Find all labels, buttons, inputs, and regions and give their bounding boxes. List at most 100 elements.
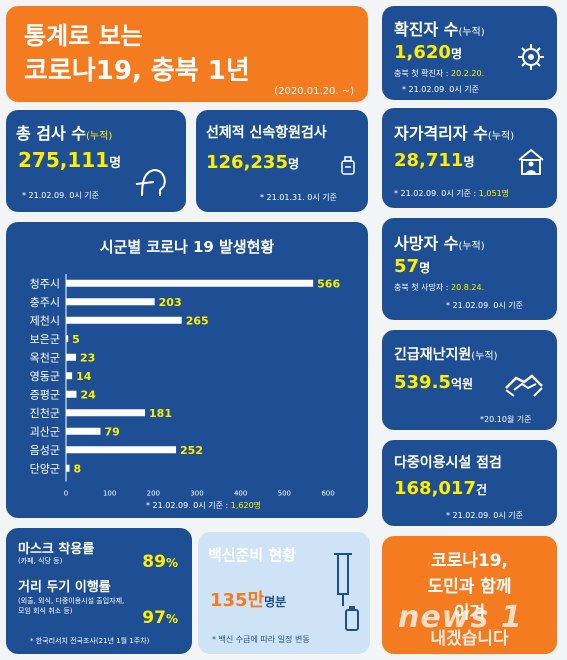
tests-unit: 명	[109, 156, 122, 171]
antibody-basis: * 21.01.31. 0시 기준	[260, 193, 337, 202]
vaccine-unit: 명분	[264, 595, 287, 609]
category-label: 괴산군	[30, 425, 60, 438]
confirmed-basis: * 21.02.09. 0시 기준	[402, 85, 479, 94]
facility-basis: * 21.02.09. 0시 기준	[446, 511, 523, 520]
distance-source: * 한국리서치 전국조사(21년 1월 1주차)	[30, 637, 150, 645]
tests-basis: * 21.02.09. 0시 기준	[22, 191, 99, 200]
slogan-line1: 코로나19,	[430, 551, 509, 571]
chart-card: 시군별 코로나 19 발생현황 청주시 566 충주시 203 제천시 265 보은군 5 옥천…	[6, 222, 368, 518]
x-tick-label: 300	[190, 490, 203, 498]
virus-icon	[516, 42, 546, 76]
header-period: (2020.01.20. ~)	[274, 86, 354, 97]
bar	[66, 427, 101, 435]
vaccine-value: 135만	[210, 590, 265, 611]
slogan-card: 코로나19, 도민과 함께 이겨 내겠습니다	[382, 536, 557, 654]
bar	[66, 335, 69, 343]
bar	[66, 372, 73, 380]
data-label: 23	[80, 351, 95, 364]
slogan-line2: 도민과 함께	[427, 577, 512, 597]
header-line1: 통계로 보는	[24, 22, 143, 50]
category-label: 단양군	[30, 462, 60, 475]
category-label: 영동군	[30, 370, 60, 383]
deaths-title: 사망자 수	[394, 234, 459, 253]
mask-title: 마스크 착용률	[18, 542, 95, 557]
bar	[66, 409, 146, 417]
antibody-title: 선제적 신속항원검사	[206, 125, 327, 141]
header-line2: 코로나19, 충북 1년	[24, 56, 250, 86]
category-label: 충주시	[30, 296, 60, 309]
data-label: 79	[104, 425, 119, 438]
confirmed-card: 확진자 수(누적) 1,620명 충북 첫 확진자 : 20.2.20. * 2…	[382, 6, 557, 100]
vaccine-card: 백신준비 현황 135만명분 * 백신 수급에 따라 일정 변동	[198, 532, 370, 654]
category-label: 진천군	[30, 406, 60, 420]
mask-card: 마스크 착용률 (카페, 식당 등) 89% 거리 두기 이행률 (외출, 외식…	[6, 528, 192, 654]
deaths-card: 사망자 수(누적) 57명 충북 첫 사망자 : 20.8.24. * 21.0…	[382, 218, 557, 320]
chart-total: 1,620명	[230, 501, 262, 510]
test-kit-icon	[340, 156, 356, 180]
relief-title: 긴급재난지원	[394, 347, 472, 363]
category-label: 제천시	[30, 313, 60, 327]
category-label: 음성군	[30, 444, 60, 457]
data-label: 5	[72, 333, 80, 346]
quarantine-unit: 명	[463, 155, 475, 169]
deaths-basis: * 21.02.09. 0시 기준	[446, 301, 523, 310]
bar-chart: 청주시 566 충주시 203 제천시 265 보은군 5 옥천군 23 영동군 14 증평군 24 진천군…	[30, 274, 340, 498]
category-label: 청주시	[30, 277, 60, 290]
confirmed-first-label: 충북 첫 확진자 :	[394, 69, 452, 78]
deaths-value: 57	[394, 256, 420, 277]
house-person-icon	[516, 146, 546, 180]
header-card: 통계로 보는 코로나19, 충북 1년 (2020.01.20. ~)	[6, 6, 368, 102]
vaccine-note: * 백신 수급에 따라 일정 변동	[212, 635, 310, 644]
swab-test-icon	[134, 162, 174, 202]
relief-card: 긴급재난지원(누적) 539.5억원 *20.10월 기준	[382, 330, 557, 430]
relief-basis: *20.10월 기준	[480, 415, 532, 424]
data-label: 8	[73, 462, 81, 475]
x-tick-label: 100	[103, 490, 116, 498]
data-label: 265	[186, 314, 209, 327]
bar	[66, 446, 177, 454]
quarantine-value: 28,711	[394, 150, 464, 171]
quarantine-card: 자가격리자 수(누적) 28,711명 * 21.02.09. 0시 기준 : …	[382, 108, 557, 208]
tests-title: 총 검사 수	[16, 124, 87, 143]
deaths-first-label: 충북 첫 사망자 :	[394, 283, 452, 292]
confirmed-title-suffix: (누적)	[458, 27, 485, 38]
chart-title: 시군별 코로나 19 발생현황	[99, 238, 275, 256]
chart-basis: * 21.02.09. 0시 기준 :	[146, 501, 231, 510]
data-label: 203	[159, 296, 182, 309]
confirmed-first-date: 20.2.20.	[451, 69, 485, 78]
slogan-line4: 내겠습니다	[430, 629, 509, 649]
relief-title-suffix: (누적)	[471, 351, 498, 362]
handshake-icon	[504, 366, 544, 402]
x-tick-label: 500	[278, 490, 291, 498]
bar	[66, 353, 77, 361]
bar	[66, 279, 314, 287]
tests-value: 275,111	[18, 148, 110, 172]
mask-value: 89	[142, 552, 166, 572]
distance-sub1: (외출, 외식, 다중이용시설 출입자제,	[18, 597, 125, 605]
facility-card: 다중이용시설 점검 168,017건 * 21.02.09. 0시 기준	[382, 440, 557, 526]
category-label: 보은군	[30, 333, 60, 346]
news1-watermark: news 1	[398, 600, 523, 635]
confirmed-title: 확진자 수	[394, 20, 459, 39]
x-tick-label: 400	[234, 490, 247, 498]
syringe-icon	[328, 550, 364, 638]
confirmed-unit: 명	[450, 47, 462, 61]
x-tick-label: 0	[64, 490, 68, 498]
category-label: 옥천군	[30, 350, 60, 364]
facility-title: 다중이용시설 점검	[394, 455, 502, 471]
mask-sub: (카페, 식당 등)	[18, 557, 63, 565]
deaths-first-date: 20.8.24.	[451, 283, 485, 292]
tests-title-suffix: (누적)	[86, 131, 113, 142]
vaccine-title: 백신준비 현황	[208, 546, 297, 564]
antibody-card: 선제적 신속항원검사 126,235명 * 21.01.31. 0시 기준	[196, 110, 368, 212]
data-label: 566	[317, 277, 340, 290]
tests-card: 총 검사 수(누적) 275,111명 * 21.02.09. 0시 기준	[6, 110, 186, 212]
data-label: 181	[149, 407, 172, 420]
quarantine-title-suffix: (누적)	[487, 131, 515, 142]
data-label: 24	[80, 388, 96, 401]
relief-value: 539.5	[394, 372, 451, 393]
data-label: 252	[180, 444, 203, 457]
distance-value: 97	[142, 608, 166, 628]
confirmed-value: 1,620	[394, 42, 451, 63]
category-label: 증평군	[30, 388, 60, 401]
